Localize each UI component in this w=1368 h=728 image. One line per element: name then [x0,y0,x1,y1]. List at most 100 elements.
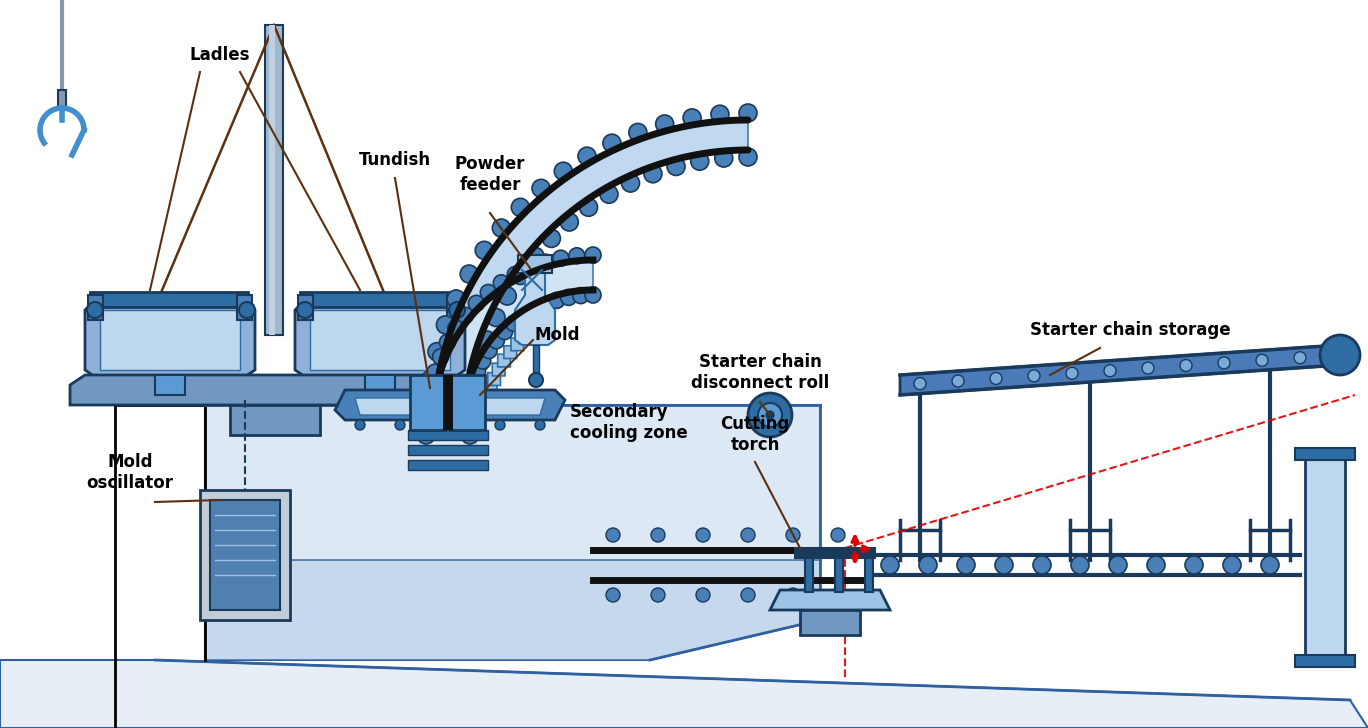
Bar [237,295,252,320]
Circle shape [427,364,443,380]
Circle shape [356,420,365,430]
Circle shape [1223,556,1241,574]
Polygon shape [205,405,819,660]
Bar [534,345,539,375]
Bar [834,550,843,592]
Circle shape [532,179,550,197]
Circle shape [579,147,596,165]
Circle shape [696,588,710,602]
Circle shape [495,420,505,430]
Circle shape [919,556,937,574]
Circle shape [395,420,405,430]
Circle shape [538,296,553,312]
Circle shape [958,556,975,574]
Circle shape [297,302,313,318]
Polygon shape [311,310,450,370]
Polygon shape [514,270,555,345]
Circle shape [711,106,729,123]
Bar [90,292,248,307]
Bar [1295,655,1354,667]
Bar [447,295,462,320]
Circle shape [488,333,505,349]
Text: Mold: Mold [535,326,580,344]
Bar [443,375,453,430]
Circle shape [553,250,569,266]
Bar [155,375,185,395]
Polygon shape [335,390,565,420]
Polygon shape [900,345,1341,395]
Circle shape [881,556,899,574]
Bar [211,500,280,610]
Circle shape [494,274,509,290]
Circle shape [1027,370,1040,382]
Circle shape [952,375,964,387]
Circle shape [651,588,665,602]
Circle shape [461,426,479,444]
Polygon shape [434,260,592,420]
Bar [518,255,553,273]
Circle shape [748,393,792,437]
Circle shape [421,396,436,412]
Bar [230,405,320,435]
Circle shape [741,588,755,602]
Circle shape [445,420,456,430]
Circle shape [1332,349,1343,361]
Circle shape [601,185,618,203]
Circle shape [462,387,479,403]
Bar [365,375,395,395]
Circle shape [830,528,845,542]
Bar [200,490,290,620]
Bar [804,550,813,592]
Circle shape [914,378,926,389]
Circle shape [419,398,436,416]
Circle shape [573,288,588,304]
Circle shape [512,198,529,216]
Circle shape [436,316,454,334]
Circle shape [683,109,700,127]
Circle shape [477,331,495,349]
Circle shape [428,343,446,360]
Circle shape [714,149,733,167]
Circle shape [421,370,440,388]
Bar [408,445,488,455]
Polygon shape [100,310,239,370]
Polygon shape [356,398,544,415]
Circle shape [739,104,757,122]
Bar [865,550,873,592]
Circle shape [668,157,685,175]
Circle shape [1066,367,1078,379]
Circle shape [629,124,647,141]
Circle shape [787,528,800,542]
Circle shape [1142,362,1155,374]
Circle shape [569,248,586,264]
Circle shape [580,198,598,216]
Polygon shape [770,590,891,610]
Circle shape [88,302,103,318]
Bar [408,460,488,470]
Circle shape [471,354,488,372]
Circle shape [516,308,532,324]
Polygon shape [434,120,748,435]
Circle shape [561,213,579,231]
Circle shape [606,528,620,542]
Bar [300,292,458,307]
Circle shape [1218,357,1230,369]
Circle shape [586,247,601,263]
Bar [408,430,488,440]
Text: Starter chain
disconnect roll: Starter chain disconnect roll [691,353,829,392]
Circle shape [460,265,479,283]
Circle shape [447,290,465,308]
Circle shape [423,380,439,396]
Circle shape [460,412,476,428]
Circle shape [439,334,456,350]
Circle shape [535,420,544,430]
Circle shape [787,588,800,602]
Polygon shape [295,295,465,380]
Circle shape [482,343,497,359]
Circle shape [739,148,757,166]
Circle shape [741,528,755,542]
Circle shape [830,588,845,602]
Polygon shape [85,295,254,380]
Circle shape [651,528,665,542]
Circle shape [457,307,473,323]
